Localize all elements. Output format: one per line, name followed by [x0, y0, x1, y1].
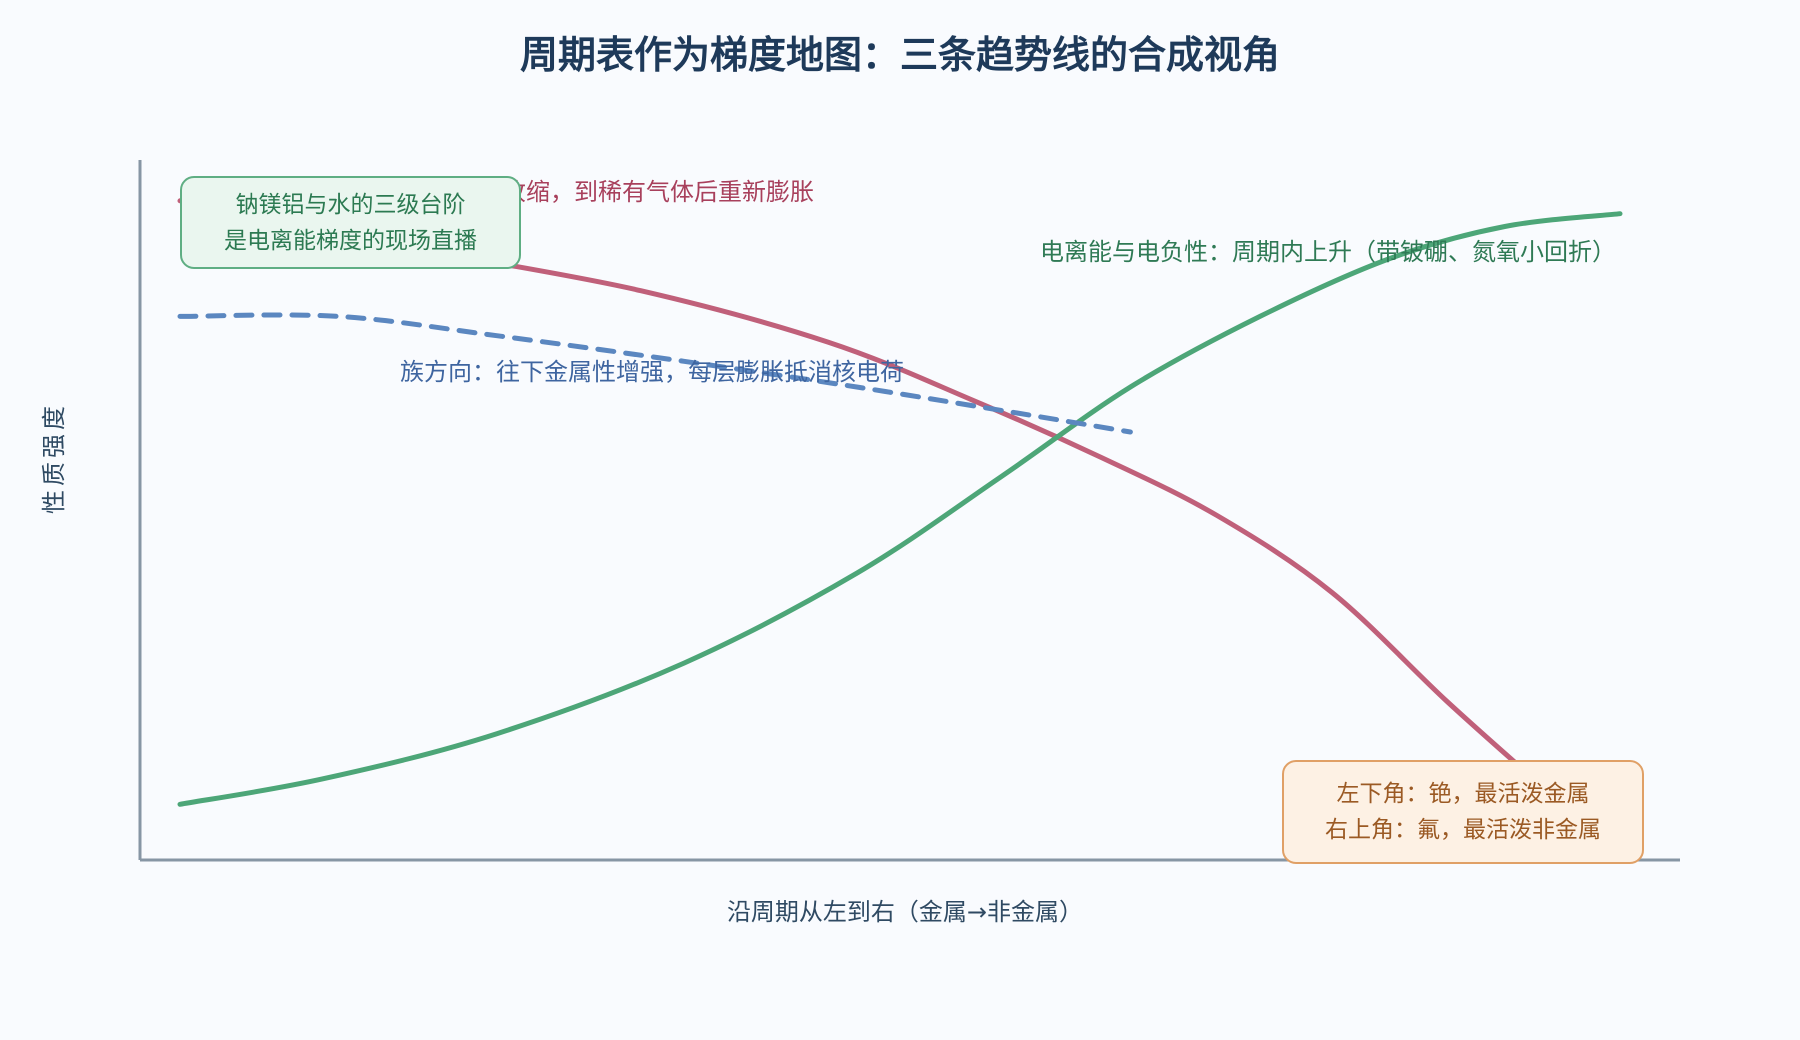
chart-title: 周期表作为梯度地图：三条趋势线的合成视角	[520, 33, 1280, 77]
note-line: 钠镁铝与水的三级台阶	[235, 191, 466, 218]
note-box-corners: 左下角：铯，最活泼金属 右上角：氟，最活泼非金属	[1282, 760, 1644, 864]
series-line-group-metallic	[177, 312, 1133, 435]
x-axis-label: 沿周期从左到右（金属→非金属）	[727, 898, 1083, 926]
series-line-atomic-radius	[177, 198, 1551, 794]
series-line-ionization-energy	[177, 211, 1623, 807]
y-axis-label: 性质强度	[40, 402, 68, 514]
label-group-series: 族方向：往下金属性增强，每层膨胀抵消核电荷	[400, 358, 904, 386]
note-line: 右上角：氟，最活泼非金属	[1325, 817, 1601, 843]
note-box-sodium-magnesium: 钠镁铝与水的三级台阶 是电离能梯度的现场直播	[180, 176, 521, 269]
label-ionization-series: 电离能与电负性：周期内上升（带铍硼、氮氧小回折）	[1040, 238, 1616, 266]
note-line: 是电离能梯度的现场直播	[224, 227, 477, 254]
note-line: 左下角：铯，最活泼金属	[1336, 781, 1590, 807]
